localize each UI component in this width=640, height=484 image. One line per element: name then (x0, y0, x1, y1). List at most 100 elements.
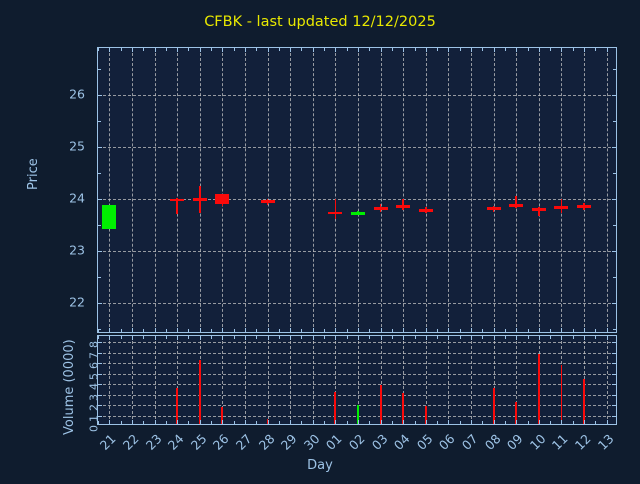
price-x-tick (493, 328, 495, 332)
volume-panel (97, 335, 617, 425)
price-gridline-vertical (267, 48, 269, 332)
price-x-minortick (188, 329, 190, 332)
price-x-minortick (459, 329, 461, 332)
volume-x-minortick (572, 421, 574, 424)
volume-x-tick (358, 420, 359, 424)
price-gridline-horizontal (98, 250, 616, 252)
volume-x-tick (380, 420, 382, 424)
price-x-tick (538, 328, 540, 332)
volume-x-minortick (143, 421, 145, 424)
volume-bar (424, 406, 427, 424)
price-x-tick (244, 48, 246, 52)
price-y-minortick (613, 302, 616, 304)
candlestick-wick (538, 207, 540, 217)
volume-x-minortick (278, 336, 280, 339)
volume-x-tick (448, 336, 450, 340)
price-y-minortick (98, 68, 101, 70)
price-x-minortick (482, 48, 484, 51)
price-gridline-vertical (516, 48, 518, 332)
candlestick (260, 199, 275, 206)
price-y-minortick (613, 120, 616, 122)
price-x-minortick (414, 48, 416, 51)
price-axis-title: Price (26, 158, 41, 190)
volume-x-minortick (391, 336, 393, 339)
price-gridline-vertical (244, 48, 246, 332)
volume-y-tick (98, 363, 102, 365)
volume-gridlines (98, 336, 616, 424)
price-x-minortick (324, 329, 326, 332)
candlestick (192, 186, 207, 214)
candlestick (418, 207, 433, 214)
candlestick (350, 211, 365, 215)
volume-gridline-vertical (177, 336, 179, 424)
volume-x-minortick (414, 421, 416, 424)
price-x-tick (222, 48, 224, 52)
candlestick-body (215, 193, 230, 204)
price-y-minortick (613, 224, 616, 226)
volume-gridline-vertical (403, 336, 405, 424)
volume-y-tick (98, 405, 102, 407)
volume-x-minortick (527, 336, 529, 339)
volume-x-minortick (120, 421, 122, 424)
volume-gridline-vertical (358, 336, 359, 424)
price-gridline-vertical (335, 48, 337, 332)
volume-gridline-vertical (244, 336, 246, 424)
volume-x-tick (584, 420, 586, 424)
volume-x-tick (538, 420, 540, 424)
volume-gridline-vertical (471, 336, 473, 424)
candlestick-body (102, 205, 117, 229)
volume-gridline-vertical (131, 336, 133, 424)
volume-bar (560, 365, 563, 424)
price-gridline-vertical (561, 48, 563, 332)
volume-gridline-vertical (222, 336, 224, 424)
price-x-minortick (278, 329, 280, 332)
volume-y-tick (612, 405, 616, 407)
volume-x-minortick (324, 336, 326, 339)
candlestick-wick (515, 195, 518, 209)
volume-x-tick (267, 336, 269, 340)
price-x-minortick (211, 329, 213, 332)
price-y-minortick (613, 198, 616, 200)
price-x-minortick (233, 48, 235, 51)
volume-gridline-horizontal (98, 352, 616, 354)
volume-bar (357, 405, 359, 424)
price-tick-label: 25 (69, 138, 85, 154)
volume-bar (515, 402, 518, 424)
volume-gridline-horizontal (98, 363, 616, 365)
price-x-minortick (527, 48, 529, 51)
price-x-minortick (595, 329, 597, 332)
candlestick (102, 205, 117, 229)
price-x-minortick (278, 48, 280, 51)
volume-x-tick (606, 420, 608, 424)
price-x-minortick (301, 329, 303, 332)
volume-x-minortick (301, 421, 303, 424)
volume-x-tick (335, 420, 337, 424)
volume-x-tick (335, 336, 337, 340)
price-x-minortick (98, 329, 99, 332)
volume-tick-label: 7 (87, 351, 101, 359)
volume-gridline-vertical (290, 336, 292, 424)
volume-y-tick (98, 384, 102, 386)
price-x-tick (199, 48, 201, 52)
price-y-minortick (613, 276, 616, 278)
volume-bar (198, 360, 201, 424)
volume-gridline-vertical (606, 336, 608, 424)
volume-x-minortick (98, 421, 99, 424)
price-x-tick (516, 48, 518, 52)
candlestick-body (531, 208, 546, 212)
price-x-minortick (369, 329, 371, 332)
volume-bar (176, 388, 179, 424)
price-x-minortick (346, 329, 348, 332)
price-x-tick (448, 48, 450, 52)
candlestick-body (192, 198, 207, 201)
price-x-tick (290, 328, 292, 332)
volume-x-minortick (437, 421, 439, 424)
volume-x-tick (516, 420, 518, 424)
volume-x-tick (199, 420, 201, 424)
price-y-minortick (98, 198, 101, 200)
volume-y-tick (612, 384, 616, 386)
price-x-tick (561, 328, 563, 332)
volume-gridline-horizontal (98, 373, 616, 375)
volume-y-tick (98, 415, 102, 417)
candlestick (373, 204, 388, 213)
